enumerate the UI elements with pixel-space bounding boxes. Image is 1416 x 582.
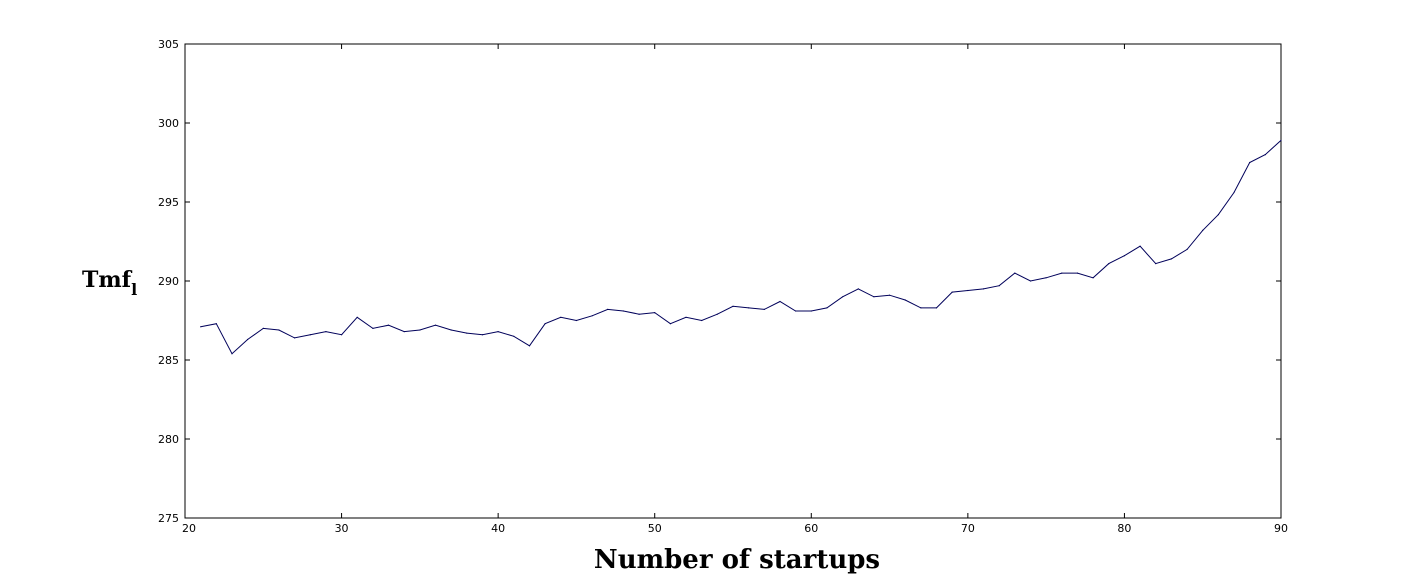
y-tick-label: 275 [158,512,179,525]
data-point [387,324,390,326]
data-point [262,327,264,329]
data-point [1139,245,1141,247]
axis-ticks [184,43,1282,519]
x-tick-label: 50 [648,522,662,535]
data-point [1217,214,1219,216]
data-point [403,331,405,333]
y-tick-label: 300 [158,117,179,130]
data-point [1123,255,1125,257]
data-point [967,289,969,292]
data-point [951,291,953,293]
data-point [466,332,468,334]
data-point [935,307,938,309]
data-point [1076,272,1079,274]
data-point [669,323,672,325]
data-point [795,310,797,312]
y-axis-title-main: Tmf [82,267,133,293]
data-point [732,305,734,307]
y-tick-labels: 275 280 285 290 295 300 305 [158,38,179,525]
x-tick-label: 30 [335,522,349,535]
data-point [1186,248,1188,250]
data-points [200,139,1282,355]
data-point [622,310,625,312]
data-point [810,310,812,312]
data-point [607,308,609,310]
y-tick-label: 280 [158,433,179,446]
data-point [575,319,578,322]
data-point [873,296,875,298]
x-tick-label: 80 [1117,522,1131,535]
data-point [889,294,891,296]
data-point [341,334,343,336]
data-point [1249,161,1251,164]
data-point [278,329,280,331]
data-point [544,323,546,325]
data-point [685,316,687,318]
data-point [434,324,437,326]
data-point [560,316,562,318]
data-point [1264,154,1266,156]
data-point [231,353,233,355]
y-axis-title-subscript: l [131,280,137,299]
data-point [215,323,217,325]
data-point [513,335,515,337]
data-point [419,329,421,331]
y-tick-label: 285 [158,354,179,367]
data-point [763,308,765,310]
series-line [200,140,1282,355]
data-point [1280,139,1282,141]
data-point [1014,272,1016,274]
data-point [998,285,1000,287]
data-point [748,307,750,309]
data-point [325,331,327,333]
data-point [294,337,296,339]
x-tick-label: 90 [1274,522,1288,535]
data-point [309,334,311,336]
data-point [638,313,640,315]
data-point [450,329,452,331]
x-tick-label: 40 [491,522,505,535]
y-tick-label: 295 [158,196,179,209]
data-point [716,313,718,315]
data-point [1202,229,1204,231]
x-tick-labels: 20 30 40 50 60 70 80 90 [182,522,1288,535]
data-point [1045,277,1047,279]
y-tick-label: 305 [158,38,179,51]
data-point [904,299,906,301]
x-tick-label: 70 [961,522,975,535]
data-point [372,327,374,329]
data-point [356,316,358,318]
y-axis-title: Tmfl [82,267,137,299]
data-point [200,326,202,328]
data-point [654,312,656,314]
data-point [528,345,531,347]
data-point [1170,258,1172,260]
data-point [1029,280,1032,282]
y-tick-label: 290 [158,275,179,288]
data-point [1061,272,1063,274]
data-point [1108,263,1110,265]
data-point [1155,263,1157,265]
x-tick-label: 60 [804,522,818,535]
data-point [857,288,859,290]
data-point [247,338,249,341]
data-point [982,288,985,290]
plot-area [184,43,1282,519]
data-point [591,315,593,317]
data-point [1233,191,1235,194]
data-point [1092,277,1094,279]
data-point [497,331,499,333]
x-tick-label: 20 [182,522,196,535]
x-axis-title: Number of startups [594,545,880,575]
data-point [701,319,703,322]
data-point [779,300,781,303]
data-point [920,307,922,309]
data-point [481,334,484,336]
data-point [826,307,828,309]
data-point [842,296,844,298]
